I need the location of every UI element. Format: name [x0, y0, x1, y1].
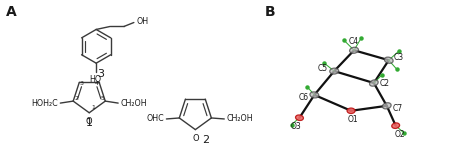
Text: 2: 2: [202, 135, 209, 144]
Text: OH: OH: [137, 17, 149, 26]
Ellipse shape: [296, 115, 303, 120]
Text: B: B: [265, 5, 275, 19]
Text: 5: 5: [100, 96, 104, 101]
Text: O: O: [86, 117, 92, 126]
Text: O: O: [192, 134, 199, 143]
Ellipse shape: [392, 123, 400, 128]
Text: O3: O3: [290, 122, 301, 131]
Text: C2: C2: [380, 78, 390, 88]
Ellipse shape: [383, 103, 391, 109]
Text: HOH₂C: HOH₂C: [32, 99, 58, 108]
Text: 1: 1: [91, 105, 95, 110]
Text: A: A: [6, 5, 17, 19]
Ellipse shape: [347, 108, 355, 114]
Text: HO: HO: [89, 75, 101, 84]
Text: C7: C7: [392, 104, 403, 113]
Text: O1: O1: [348, 115, 358, 124]
Text: C6: C6: [299, 93, 309, 102]
Ellipse shape: [310, 92, 319, 98]
Text: C3: C3: [393, 53, 404, 62]
Text: C4: C4: [349, 37, 359, 46]
Ellipse shape: [330, 68, 338, 74]
Text: C5: C5: [317, 64, 328, 73]
Text: CH₂OH: CH₂OH: [120, 99, 147, 108]
Text: 3: 3: [79, 81, 83, 86]
Ellipse shape: [370, 80, 378, 86]
Ellipse shape: [350, 47, 358, 53]
Ellipse shape: [384, 57, 393, 63]
Text: 2: 2: [74, 96, 78, 101]
Text: 3: 3: [98, 69, 105, 79]
Text: 4: 4: [95, 81, 99, 86]
Text: OHC: OHC: [147, 114, 164, 123]
Text: 1: 1: [86, 118, 93, 128]
Text: CH₂OH: CH₂OH: [226, 114, 253, 123]
Text: O2: O2: [394, 130, 405, 139]
